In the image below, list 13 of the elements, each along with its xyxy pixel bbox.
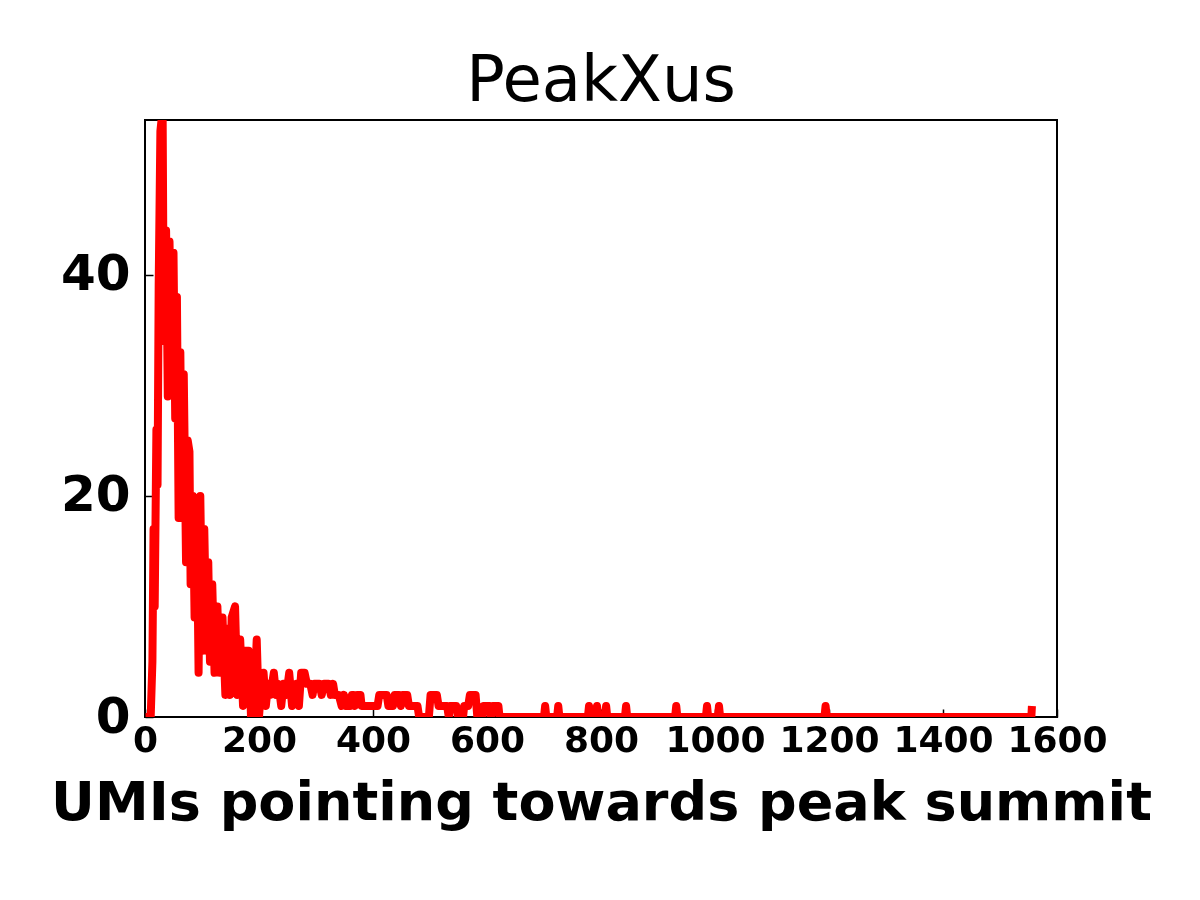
- chart-title: PeakXus: [466, 42, 736, 116]
- x-tick-label: 600: [449, 718, 526, 760]
- y-tick-label: 20: [60, 465, 131, 524]
- x-tick-label: 1200: [779, 718, 880, 760]
- y-tick-label: 40: [60, 244, 131, 303]
- x-tick-label: 800: [563, 718, 640, 760]
- x-tick-label: 400: [335, 718, 412, 760]
- x-tick-label: 0: [132, 718, 159, 760]
- x-tick-label: 1600: [1007, 718, 1108, 760]
- x-tick-label: 1400: [893, 718, 994, 760]
- x-tick-label: 1000: [665, 718, 766, 760]
- x-axis-title: UMIs pointing towards peak summit: [51, 769, 1152, 833]
- x-tick-label: 200: [221, 718, 298, 760]
